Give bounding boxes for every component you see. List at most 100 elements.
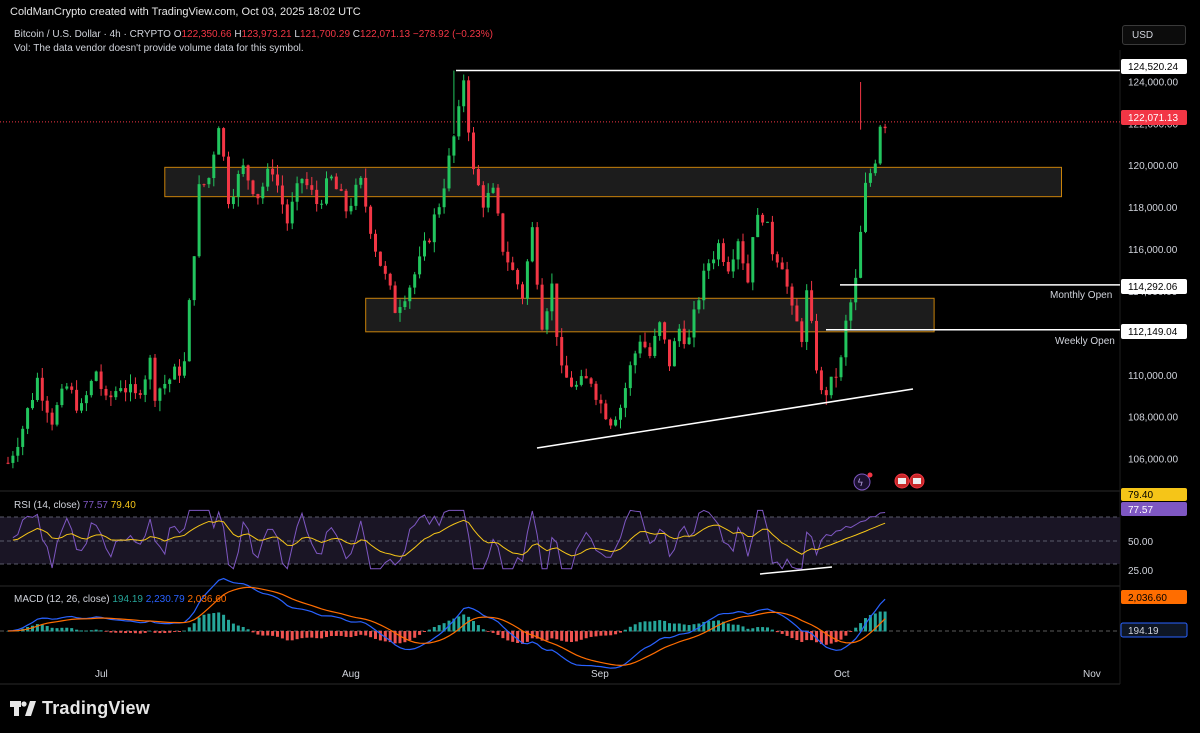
rsi-lines [12,509,886,570]
macd-hist-bar [707,621,711,632]
candle-body [530,227,534,262]
candle-body [550,283,554,312]
macd-hist-bar [574,631,578,642]
candle-body [182,361,186,376]
last-price-tag-bg [1121,110,1187,125]
open-label: O [173,29,182,40]
macd-hist-bar [84,630,88,632]
candle-body [521,284,524,299]
ascending-trendline[interactable] [536,388,914,449]
macd-hist-bar [349,631,353,638]
macd-hist-bar [633,624,637,632]
macd-hist-bar [516,631,520,643]
candle-body [854,277,858,303]
candle-body [168,379,172,384]
x-tick-oct: Oct [834,669,850,680]
candle-body [697,300,701,310]
price-axis[interactable]: 124,000.00122,000.00120,000.00118,000.00… [1128,77,1178,465]
macd-hist-bar [432,626,436,632]
rsi-ma-tag: 79.40 [1128,490,1153,501]
close-label: C [352,29,361,40]
rsi-line [12,509,886,570]
tradingview-logo[interactable]: TradingView [10,698,150,719]
change-value: −278.92 (−0.23%) [412,29,493,40]
candle-body [481,185,485,208]
macd-hist-bar [677,623,681,632]
volume-note: Vol: The data vendor doesn't provide vol… [14,43,304,54]
candle-body [619,407,622,420]
y-tick: 118,000.00 [1128,203,1178,214]
candle-body [35,377,39,401]
candle-body [207,178,211,185]
x-tick-nov: Nov [1083,669,1101,680]
macd-hist-bar [423,631,426,632]
macd-hist-value: 194.19 [112,594,143,605]
rsi-ma-value: 79.40 [110,500,136,511]
open-value: 122,350.66 [181,29,232,40]
support-zone[interactable] [365,297,935,333]
candle-body [746,263,750,283]
currency-button[interactable]: USD [1122,25,1186,45]
candle-body [599,399,603,404]
us-flag-event-icon[interactable] [894,473,910,489]
macd-title: MACD (12, 26, close) [14,594,110,605]
candle-body [173,366,177,380]
symbol-title[interactable]: Bitcoin / U.S. Dollar · 4h · CRYPTO [14,29,171,40]
candle-body [398,307,402,313]
macd-hist-bar [623,629,627,632]
macd-hist-bar [721,621,725,632]
macd-hist-bar [197,617,201,632]
candle-body [354,184,358,206]
macd-hist-bar [383,631,387,642]
candle-body [663,322,667,340]
resistance-zone[interactable] [164,166,1063,198]
macd-hist-bar [418,631,422,635]
rsi-trendline[interactable] [759,566,833,575]
high-label: H [234,29,242,40]
rsi-tag-bg [1121,502,1187,516]
y-tick: 110,000.00 [1128,371,1178,382]
macd-hist-bar [775,631,779,633]
us-flag-event-icon-2[interactable] [909,473,925,489]
economic-event-icon[interactable]: ϟ [853,472,873,491]
candle-body [614,419,618,426]
macd-hist-bar [609,631,613,636]
candle-body [305,178,309,186]
candle-body [717,243,720,260]
rsi-title: RSI (14, close) [14,500,81,511]
candle-body [344,190,348,212]
candle-body [570,377,573,387]
macd-hist-bar [810,631,814,641]
candle-body [736,241,740,260]
macd-hist-bar [329,631,333,637]
macd-legend[interactable]: MACD (12, 26, close) 194.19 2,230.79 2,0… [14,594,226,605]
macd-hist-bar [388,631,392,643]
candle-body [65,386,69,389]
macd-hist-bar [883,611,887,632]
macd-hist-bar [780,631,784,634]
macd-signal-tag: 2,036.60 [1128,593,1167,604]
macd-hist-bar [761,627,765,632]
candle-body [16,446,20,456]
candle-body [364,177,368,207]
candle-body [535,227,539,285]
macd-hist-bar [364,631,368,636]
candle-body [447,155,451,189]
rsi-legend[interactable]: RSI (14, close) 77.57 79.40 [14,500,136,511]
macd-hist-bar [94,629,98,632]
candle-body [280,185,284,205]
rsi-tag: 77.57 [1128,505,1153,516]
candle-body [496,187,500,214]
candle-body [378,251,382,266]
macd-hist-bar [638,622,642,632]
rsi-level-50: 50.00 [1128,537,1153,548]
macd-hist-bar [555,631,559,640]
weekly-open-tag-bg [1121,324,1187,339]
candle-body [315,189,319,205]
macd-hist-bar [334,631,338,636]
macd-hist-bar [6,631,10,632]
macd-hist-bar [231,623,235,632]
macd-hist-bar [266,631,270,636]
candle-body [89,380,93,396]
